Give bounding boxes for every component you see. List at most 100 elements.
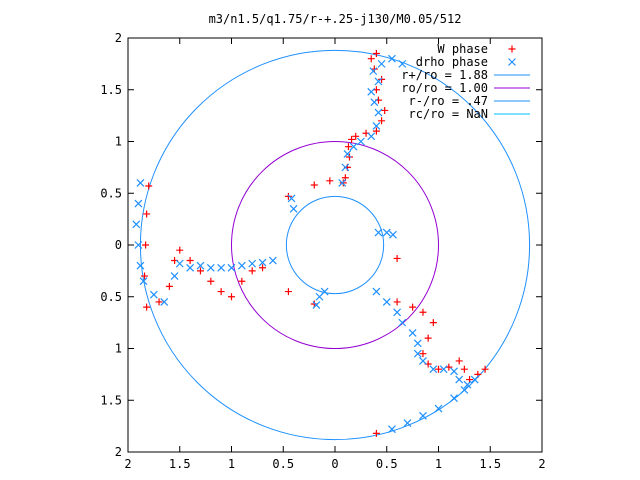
data-point: [419, 411, 427, 420]
data-point: [455, 357, 463, 365]
data-point: [435, 365, 442, 373]
data-point: [429, 365, 438, 374]
data-point: [403, 419, 412, 427]
data-point: [217, 288, 225, 296]
data-point: [344, 143, 352, 151]
data-point: [381, 106, 389, 114]
data-point: [176, 246, 184, 254]
data-point: [460, 385, 469, 394]
data-point: [289, 204, 298, 213]
data-point: [393, 298, 401, 306]
data-point: [320, 287, 329, 296]
data-point: [419, 356, 427, 365]
data-point: [398, 318, 407, 327]
data-point: [145, 182, 153, 190]
data-point: [374, 77, 383, 86]
data-point: [136, 178, 145, 187]
data-point: [413, 339, 422, 348]
data-point: [237, 261, 246, 270]
data-point: [408, 329, 417, 337]
data-point: [393, 254, 401, 262]
data-point: [170, 272, 179, 280]
series-1: [132, 54, 479, 434]
x-tick-label: 0.5: [376, 457, 398, 471]
y-tick-label: 2: [115, 31, 122, 45]
data-point: [207, 277, 215, 285]
data-point: [248, 267, 256, 275]
data-point: [149, 290, 158, 299]
data-point: [372, 122, 381, 130]
data-point: [450, 394, 458, 403]
data-point: [393, 308, 402, 317]
x-tick-label: 1: [228, 457, 235, 471]
data-point: [268, 256, 277, 265]
y-tick-label: 1.5: [100, 83, 122, 97]
x-tick-label: 0.5: [272, 457, 294, 471]
legend-label: r-/ro = .47: [409, 94, 488, 108]
data-point: [312, 301, 321, 309]
data-point: [439, 365, 448, 374]
data-point: [369, 67, 378, 76]
data-point: [343, 149, 352, 158]
data-point: [372, 127, 380, 135]
data-point: [352, 132, 360, 140]
legend-label: rc/ro = NaN: [409, 107, 488, 121]
data-point: [388, 54, 396, 63]
data-point: [470, 375, 479, 384]
data-point: [186, 257, 194, 265]
x-tick-label: 1: [435, 457, 442, 471]
y-tick-label: 0: [115, 238, 122, 252]
data-point: [409, 303, 417, 311]
data-point: [372, 429, 380, 437]
data-point: [217, 263, 226, 272]
data-point: [339, 179, 347, 187]
x-tick-label: 2: [124, 457, 131, 471]
tick-layer: 2 1.5 1 0.5 0 0.5 1 1.5 221.510.500.511.52: [100, 31, 545, 471]
data-point: [450, 367, 458, 376]
data-point: [139, 277, 148, 286]
data-point: [141, 272, 149, 280]
x-tick-label: 0: [331, 457, 338, 471]
data-point: [310, 181, 318, 189]
data-point: [349, 142, 358, 151]
data-point: [372, 287, 381, 296]
data-point: [378, 117, 386, 125]
reference-circle-0: [139, 49, 531, 441]
data-point: [372, 50, 380, 58]
data-point: [374, 108, 383, 117]
data-point: [419, 350, 427, 358]
data-point: [389, 230, 397, 239]
data-point: [326, 177, 334, 185]
legend-label: r+/ro = 1.88: [401, 68, 488, 82]
data-point: [136, 261, 145, 270]
data-point: [134, 241, 143, 249]
data-point: [143, 210, 151, 218]
series-layer: [132, 50, 489, 437]
data-point: [259, 264, 267, 272]
y-tick-label: 0.5: [100, 186, 122, 200]
data-point: [424, 334, 432, 342]
data-point: [258, 258, 267, 267]
data-point: [367, 55, 375, 63]
data-point: [413, 349, 422, 358]
data-point: [434, 404, 443, 413]
data-point: [382, 298, 391, 306]
x-tick-label: 1.5: [479, 457, 501, 471]
y-tick-label: 1: [115, 342, 122, 356]
data-point: [196, 261, 205, 270]
legend-label: ro/ro = 1.00: [401, 81, 488, 95]
legend-swatch: [508, 45, 516, 53]
x-tick-label: 1.5: [169, 457, 191, 471]
data-point: [382, 228, 391, 237]
y-tick-label: 0.5: [100, 290, 122, 304]
data-point: [463, 380, 472, 389]
data-point: [206, 263, 215, 272]
data-point: [374, 228, 383, 237]
data-point: [196, 267, 204, 275]
legend-label: drho phase: [416, 55, 488, 69]
data-point: [481, 365, 489, 373]
data-point: [175, 259, 184, 268]
data-point: [367, 132, 376, 141]
